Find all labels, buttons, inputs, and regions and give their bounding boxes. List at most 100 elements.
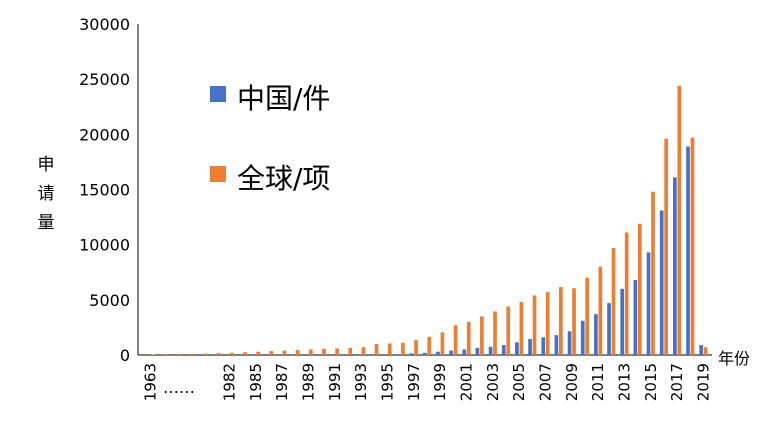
bar-china-2000 <box>449 350 453 355</box>
x-tick-label: 1963 <box>142 363 160 401</box>
bar-global-1997 <box>414 340 418 355</box>
x-tick-label: 2003 <box>484 363 502 401</box>
bar-global-1996 <box>401 342 405 355</box>
bar-china-2004 <box>501 345 506 355</box>
bar-global-2014 <box>638 223 642 355</box>
bar-global-1992 <box>348 347 353 355</box>
bar-global-1990 <box>322 348 326 355</box>
y-axis-label: 申请量 <box>38 155 55 233</box>
bar-global-1995 <box>387 343 392 355</box>
y-tick-label: 20000 <box>79 125 130 144</box>
bar-global-1963 <box>150 354 155 355</box>
bar-global-2001 <box>466 321 471 355</box>
x-tick-label: 2013 <box>615 363 633 401</box>
bar-global-1966 <box>190 353 195 355</box>
bar-china-2007 <box>541 337 546 355</box>
bar-china-2006 <box>528 339 532 355</box>
y-tick-labels: 0 5000 10000 15000 20000 25000 30000 <box>79 15 130 365</box>
x-tick-label: 2015 <box>642 363 660 401</box>
bar-global-2002 <box>480 316 484 355</box>
x-tick-label: 1999 <box>431 363 449 401</box>
bar-global-1987 <box>282 350 287 355</box>
y-tick-label: 10000 <box>79 236 130 255</box>
bar-china-1997 <box>409 353 414 355</box>
x-tick-label: 2011 <box>589 363 607 401</box>
bars <box>150 85 708 355</box>
bar-global-2003 <box>493 311 497 355</box>
x-tick-label: 1985 <box>247 363 265 401</box>
bar-global-1994 <box>374 343 379 355</box>
bar-global-1989 <box>308 349 313 355</box>
x-tick-label: 1995 <box>379 363 397 401</box>
x-tick-label: 1987 <box>273 363 291 401</box>
bar-global-2011 <box>598 266 603 355</box>
y-tick-label: 25000 <box>79 70 130 89</box>
x-tick-label: 1997 <box>405 363 423 401</box>
x-tick-label: 2001 <box>457 363 475 401</box>
bar-china-2012 <box>607 303 611 355</box>
bar-china-1999 <box>436 351 440 355</box>
bar-china-2008 <box>554 335 559 355</box>
x-tick-label: 2019 <box>694 363 712 401</box>
bar-global-1998 <box>427 336 432 355</box>
bar-china-2010 <box>580 320 585 355</box>
bar-global-2012 <box>611 247 616 355</box>
y-tick-label: 0 <box>120 346 130 365</box>
bar-global-1968 <box>216 353 221 355</box>
bar-china-2005 <box>515 342 519 355</box>
x-axis-label: 年份 <box>718 349 750 368</box>
bar-global-1983 <box>243 352 247 355</box>
x-tick-label: 1991 <box>326 363 344 401</box>
bar-global-1991 <box>335 348 339 355</box>
x-axis-ellipsis-label: …… <box>163 378 195 397</box>
x-tick-label: 1993 <box>352 363 370 401</box>
x-tick-label: 2017 <box>668 363 686 401</box>
bar-china-2014 <box>633 279 638 355</box>
bar-global-2018 <box>690 137 695 355</box>
x-tick-label: 2009 <box>563 363 581 401</box>
bar-china-2017 <box>673 177 677 355</box>
y-tick-label: 30000 <box>79 15 130 34</box>
bar-global-2013 <box>624 232 629 355</box>
bar-china-2019 <box>699 345 704 355</box>
bar-china-2016 <box>659 210 664 355</box>
bar-global-1967 <box>203 353 208 355</box>
bar-china-2011 <box>594 314 598 355</box>
bar-china-1998 <box>422 352 427 355</box>
bar-global-2004 <box>506 306 511 355</box>
bar-global-2016 <box>664 138 669 355</box>
legend-swatch-global <box>210 166 226 182</box>
bar-global-1964 <box>164 354 168 355</box>
bar-china-2018 <box>686 146 690 355</box>
bar-china-2002 <box>475 347 480 355</box>
x-tick-label: 2007 <box>536 363 554 401</box>
x-tick-labels: 1963 1982 1985 1987 1989 1991 1993 1995 1997 1999… <box>142 363 713 401</box>
legend: 中国/件 全球/项 <box>210 82 330 195</box>
bar-global-2019 <box>703 347 708 355</box>
bar-global-2000 <box>453 325 458 355</box>
bar-global-1965 <box>177 354 181 355</box>
bar-global-2017 <box>677 85 682 355</box>
bar-global-1986 <box>269 351 274 355</box>
bar-global-2009 <box>572 288 576 355</box>
bar-global-2005 <box>519 302 524 355</box>
x-tick-label: 2005 <box>510 363 528 401</box>
bar-china-2001 <box>462 349 467 355</box>
bar-global-2007 <box>545 292 550 355</box>
bar-global-1993 <box>361 347 366 355</box>
bar-china-2009 <box>567 331 572 355</box>
x-tick-label: 1989 <box>300 363 318 401</box>
legend-label-china: 中国/件 <box>237 82 330 115</box>
x-tick-label: 1982 <box>221 363 239 401</box>
bar-global-1999 <box>440 332 445 355</box>
bar-china-1996 <box>396 354 401 355</box>
bar-global-1988 <box>295 350 300 355</box>
bar-global-2008 <box>559 287 563 355</box>
bar-global-1985 <box>256 351 260 355</box>
bar-china-2013 <box>620 288 625 355</box>
bar-china-2003 <box>488 346 493 355</box>
bar-china-2015 <box>646 252 651 355</box>
y-tick-label: 5000 <box>89 291 130 310</box>
bar-global-1982 <box>229 352 234 355</box>
